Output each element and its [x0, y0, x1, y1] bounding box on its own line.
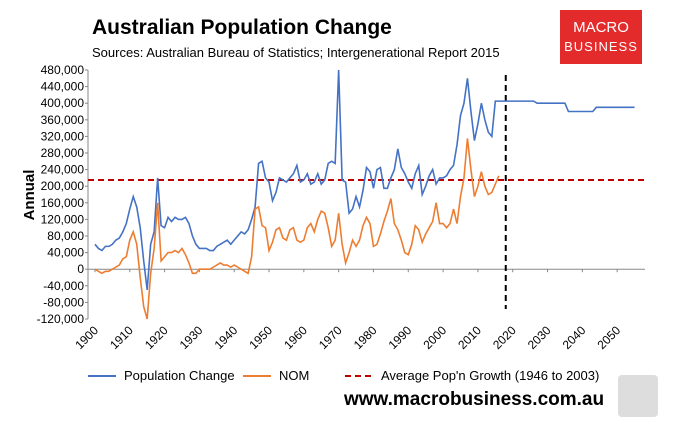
y-tick-label: -120,000 [37, 312, 85, 326]
x-tick-label: 1960 [281, 323, 310, 352]
logo-text: MACRO [573, 19, 629, 36]
legend-label: Population Change [124, 368, 235, 383]
y-tick-label: 80,000 [47, 229, 84, 243]
x-tick-label: 1980 [351, 323, 380, 352]
x-tick-label: 1930 [177, 323, 206, 352]
y-tick-label: 400,000 [41, 96, 85, 110]
y-tick-label: 240,000 [41, 163, 85, 177]
chart-subtitle: Sources: Australian Bureau of Statistics… [92, 45, 500, 60]
y-tick-label: 40,000 [47, 246, 84, 260]
x-tick-label: 1970 [316, 323, 345, 352]
y-tick-label: -80,000 [43, 295, 84, 309]
x-tick-label: 1990 [386, 323, 415, 352]
series-line [94, 138, 500, 320]
y-tick-label: 440,000 [41, 80, 85, 94]
y-tick-label: 0 [77, 262, 84, 276]
website: www.macrobusiness.com.au [343, 389, 604, 410]
x-tick-label: 2000 [420, 323, 449, 352]
x-tick-label: 1940 [212, 323, 241, 352]
y-tick-label: 320,000 [41, 129, 85, 143]
y-tick-label: 280,000 [41, 146, 85, 160]
chart-title: Australian Population Change [92, 16, 392, 39]
y-tick-label: 360,000 [41, 113, 85, 127]
x-tick-label: 1910 [107, 323, 136, 352]
series-line [94, 69, 635, 291]
x-tick-label: 1950 [246, 323, 275, 352]
x-tick-label: 2010 [455, 323, 484, 352]
y-tick-label: -40,000 [43, 279, 84, 293]
x-tick-label: 2040 [560, 323, 589, 352]
legend-label: Average Pop'n Growth (1946 to 2003) [381, 368, 599, 383]
logo-icon [618, 375, 658, 417]
x-tick-label: 2030 [525, 323, 554, 352]
x-tick-label: 1920 [142, 323, 171, 352]
y-tick-label: 120,000 [41, 212, 85, 226]
logo-box [560, 10, 642, 64]
y-tick-label: 160,000 [41, 196, 85, 210]
x-tick-label: 2020 [490, 323, 519, 352]
y-axis-label: Annual [21, 170, 38, 221]
x-tick-label: 2050 [594, 323, 623, 352]
y-tick-label: 480,000 [41, 63, 85, 77]
x-tick-label: 1900 [72, 323, 101, 352]
y-tick-label: 200,000 [41, 179, 85, 193]
logo-text: BUSINESS [564, 39, 638, 54]
legend-label: NOM [279, 368, 309, 383]
